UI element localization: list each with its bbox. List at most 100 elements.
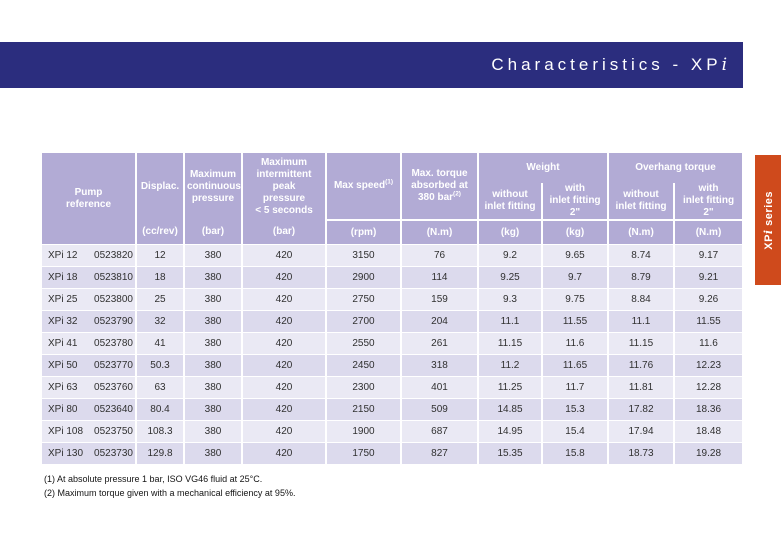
cell-code: 0523770 [92, 354, 137, 377]
cell-peak: 420 [242, 354, 327, 377]
cell-cont: 380 [184, 354, 243, 377]
col-group-weight: Weight [478, 153, 609, 183]
cell-cont: 380 [184, 288, 243, 311]
cell-displac: 32 [136, 310, 185, 333]
cell-o_with: 9.17 [674, 244, 743, 267]
cell-peak: 420 [242, 332, 327, 355]
cell-peak: 420 [242, 376, 327, 399]
cell-torque: 159 [401, 288, 479, 311]
unit-displacement: (cc/rev) [136, 220, 185, 245]
cell-speed: 2750 [326, 288, 402, 311]
table-row: XPi 18 0523810 18 380 420 2900 114 9.25 9.7 8.79 9… [42, 266, 743, 289]
cell-o_without: 8.79 [608, 266, 675, 289]
cell-code: 0523820 [92, 244, 137, 267]
cell-o_without: 11.1 [608, 310, 675, 333]
cell-w_with: 9.75 [542, 288, 609, 311]
cell-displac: 108.3 [136, 420, 185, 443]
cell-o_with: 12.28 [674, 376, 743, 399]
cell-speed: 2550 [326, 332, 402, 355]
cell-w_with: 9.65 [542, 244, 609, 267]
table-row: XPi 25 0523800 25 380 420 2750 159 9.3 9.75 8.84 9… [42, 288, 743, 311]
cell-o_without: 11.76 [608, 354, 675, 377]
cell-o_without: 18.73 [608, 442, 675, 464]
cell-peak: 420 [242, 244, 327, 267]
cell-speed: 1750 [326, 442, 402, 464]
cell-code: 0523760 [92, 376, 137, 399]
cell-o_without: 17.82 [608, 398, 675, 421]
col-header-pump-reference: Pump reference [42, 153, 137, 245]
cell-name: XPi 12 [42, 244, 92, 267]
col-header-max-continuous-pressure: Maximum continuous pressure [184, 153, 243, 220]
cell-name: XPi 50 [42, 354, 92, 377]
cell-speed: 1900 [326, 420, 402, 443]
unit-overhang-with: (N.m) [674, 219, 743, 245]
cell-o_with: 18.36 [674, 398, 743, 421]
cell-torque: 76 [401, 244, 479, 267]
cell-displac: 25 [136, 288, 185, 311]
table-row: XPi 80 0523640 80.4 380 420 2150 509 14.85 15.3 1… [42, 398, 743, 421]
unit-weight-with: (kg) [542, 219, 609, 245]
header-band: Characteristics - XPi [0, 42, 743, 88]
cell-code: 0523800 [92, 288, 137, 311]
characteristics-table-wrapper: Pump reference Displac. Maximum continuo… [42, 153, 743, 464]
cell-torque: 318 [401, 354, 479, 377]
table-row: XPi 41 0523780 41 380 420 2550 261 11.15 11.6 11.… [42, 332, 743, 355]
cell-w_without: 11.15 [478, 332, 543, 355]
cell-peak: 420 [242, 310, 327, 333]
page-title: Characteristics - XPi [491, 55, 743, 75]
cell-cont: 380 [184, 398, 243, 421]
table-body: XPi 12 0523820 12 380 420 3150 76 9.2 9.65 8.74 9.… [42, 244, 743, 464]
cell-o_with: 9.26 [674, 288, 743, 311]
col-header-max-torque: Max. torque absorbed at 380 bar(2) [401, 153, 479, 220]
cell-w_with: 15.8 [542, 442, 609, 464]
cell-peak: 420 [242, 398, 327, 421]
cell-torque: 204 [401, 310, 479, 333]
cell-name: XPi 80 [42, 398, 92, 421]
cell-peak: 420 [242, 420, 327, 443]
cell-o_with: 11.55 [674, 310, 743, 333]
cell-speed: 2150 [326, 398, 402, 421]
cell-w_with: 15.3 [542, 398, 609, 421]
col-header-max-speed: Max speed(1) [326, 153, 402, 220]
col-header-weight-with-fitting: with inlet fitting 2" [542, 183, 609, 220]
cell-peak: 420 [242, 288, 327, 311]
table-row: XPi 108 0523750 108.3 380 420 1900 687 14.95 15.… [42, 420, 743, 443]
footnote-ref-1: (1) [385, 178, 394, 186]
footnote-ref-2: (2) [453, 190, 461, 198]
cell-speed: 3150 [326, 244, 402, 267]
cell-speed: 2900 [326, 266, 402, 289]
cell-w_without: 9.25 [478, 266, 543, 289]
cell-w_without: 11.25 [478, 376, 543, 399]
table-row: XPi 32 0523790 32 380 420 2700 204 11.1 11.55 11.… [42, 310, 743, 333]
cell-cont: 380 [184, 420, 243, 443]
table-row: XPi 63 0523760 63 380 420 2300 401 11.25 11.7 11.… [42, 376, 743, 399]
cell-displac: 80.4 [136, 398, 185, 421]
cell-code: 0523730 [92, 442, 137, 464]
cell-w_without: 15.35 [478, 442, 543, 464]
cell-o_with: 9.21 [674, 266, 743, 289]
cell-name: XPi 63 [42, 376, 92, 399]
cell-w_with: 11.65 [542, 354, 609, 377]
cell-o_with: 19.28 [674, 442, 743, 464]
cell-speed: 2300 [326, 376, 402, 399]
cell-cont: 380 [184, 266, 243, 289]
cell-cont: 380 [184, 332, 243, 355]
cell-torque: 261 [401, 332, 479, 355]
series-tab: XPi series [755, 155, 781, 285]
cell-peak: 420 [242, 442, 327, 464]
cell-torque: 687 [401, 420, 479, 443]
cell-speed: 2700 [326, 310, 402, 333]
cell-code: 0523640 [92, 398, 137, 421]
cell-code: 0523790 [92, 310, 137, 333]
footnotes: (1) At absolute pressure 1 bar, ISO VG46… [44, 472, 295, 500]
cell-name: XPi 108 [42, 420, 92, 443]
series-tab-label: XPi series [761, 190, 775, 250]
cell-o_with: 12.23 [674, 354, 743, 377]
col-header-overhang-without-fitting: without inlet fitting [608, 183, 675, 220]
cell-w_without: 9.3 [478, 288, 543, 311]
cell-displac: 50.3 [136, 354, 185, 377]
unit-continuous-pressure: (bar) [184, 220, 243, 245]
cell-o_without: 17.94 [608, 420, 675, 443]
table-row: XPi 130 0523730 129.8 380 420 1750 827 15.35 15.… [42, 442, 743, 464]
cell-o_with: 11.6 [674, 332, 743, 355]
